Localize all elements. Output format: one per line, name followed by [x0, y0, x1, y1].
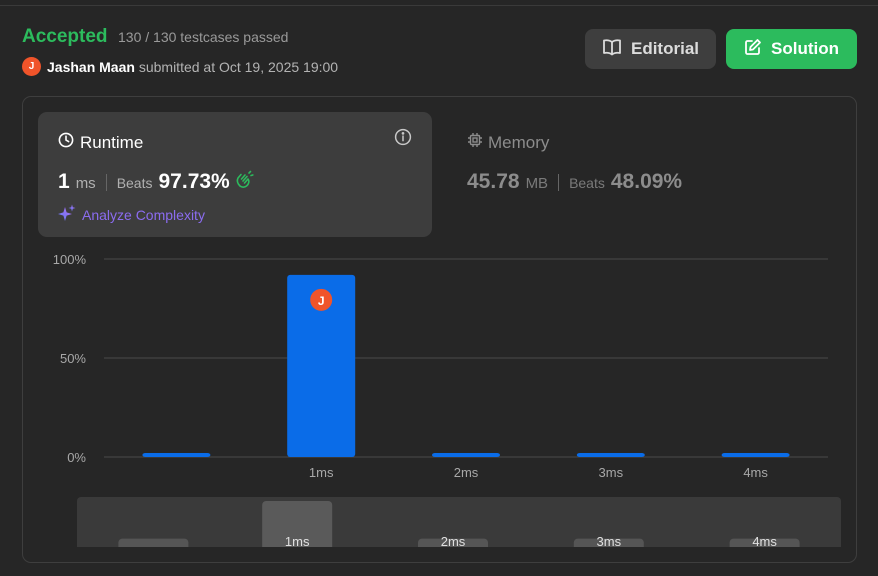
runtime-beats-value: 97.73% [158, 170, 230, 193]
bar [721, 453, 790, 457]
brush-bar [418, 538, 488, 547]
editorial-label: Editorial [630, 39, 699, 58]
brush-bar [262, 501, 333, 547]
book-icon [602, 38, 622, 61]
y-tick-label: 0% [67, 450, 86, 465]
chip-icon [467, 132, 483, 153]
runtime-distribution-chart: 0% 50% 100% 1ms J 2ms 3ms 4ms [53, 252, 828, 480]
bar [576, 453, 645, 457]
bar [432, 453, 500, 457]
runtime-stats: 1 ms Beats 97.73% [58, 170, 254, 195]
analyze-complexity-link[interactable]: Analyze Complexity [58, 204, 205, 225]
memory-beats-value: 48.09% [610, 170, 683, 193]
submitted-time: submitted at Oct 19, 2025 19:00 [138, 59, 339, 75]
runtime-unit: ms [75, 175, 96, 192]
username-link[interactable]: Jashan Maan [47, 59, 135, 75]
x-tick-label: 2ms [454, 465, 479, 480]
info-icon[interactable] [394, 128, 412, 151]
brush-minimap: 1ms 2ms 3ms 4ms [118, 501, 800, 547]
memory-title[interactable]: Memory [467, 132, 549, 153]
stats-divider [558, 173, 560, 191]
analyze-complexity-label: Analyze Complexity [82, 206, 205, 223]
x-tick-label: 4ms [743, 465, 768, 480]
y-tick-label: 50% [60, 351, 86, 366]
memory-title-text: Memory [488, 132, 550, 152]
brush-bar [573, 538, 644, 547]
edit-icon [744, 38, 762, 61]
bar [287, 274, 356, 457]
solution-button[interactable]: Solution [726, 29, 857, 69]
user-marker-label: J [318, 294, 325, 308]
top-divider [0, 5, 878, 6]
x-tick-label: 3ms [599, 465, 624, 480]
runtime-card[interactable]: Runtime 1 ms Beats 97.73% [38, 112, 432, 237]
clock-icon [58, 132, 74, 153]
bar [142, 453, 211, 457]
y-tick-label: 100% [53, 252, 87, 267]
testcases-summary: 130 / 130 testcases passed [118, 29, 289, 45]
brush-label: 3ms [597, 534, 622, 547]
editorial-button[interactable]: Editorial [585, 29, 716, 69]
user-marker [308, 286, 335, 313]
avatar[interactable]: J [22, 57, 41, 76]
brush-label: 4ms [752, 534, 777, 547]
brush-bar [729, 538, 800, 547]
submission-info: Jashan Maan submitted at Oct 19, 2025 19… [47, 59, 338, 75]
sparkle-icon [58, 204, 76, 225]
memory-stats: 45.78 MB Beats 48.09% [467, 170, 682, 194]
brush-label: 1ms [285, 534, 310, 547]
brush-bar [118, 538, 189, 547]
memory-beats-label: Beats [569, 175, 605, 191]
runtime-title: Runtime [58, 132, 143, 153]
runtime-beats-label: Beats [116, 175, 153, 191]
x-tick-label: 1ms [309, 465, 334, 480]
clapping-hands-icon [234, 170, 254, 195]
result-panel [22, 96, 857, 563]
stats-divider [105, 174, 107, 191]
submission-status: Accepted [22, 26, 108, 47]
runtime-value: 1 [58, 170, 70, 193]
chart-range-brush[interactable]: 1ms 2ms 3ms 4ms [77, 497, 841, 547]
runtime-title-text: Runtime [80, 132, 144, 152]
solution-label: Solution [771, 39, 839, 58]
memory-unit: MB [525, 175, 549, 192]
memory-value: 45.78 [467, 170, 520, 193]
brush-label: 2ms [441, 534, 466, 547]
